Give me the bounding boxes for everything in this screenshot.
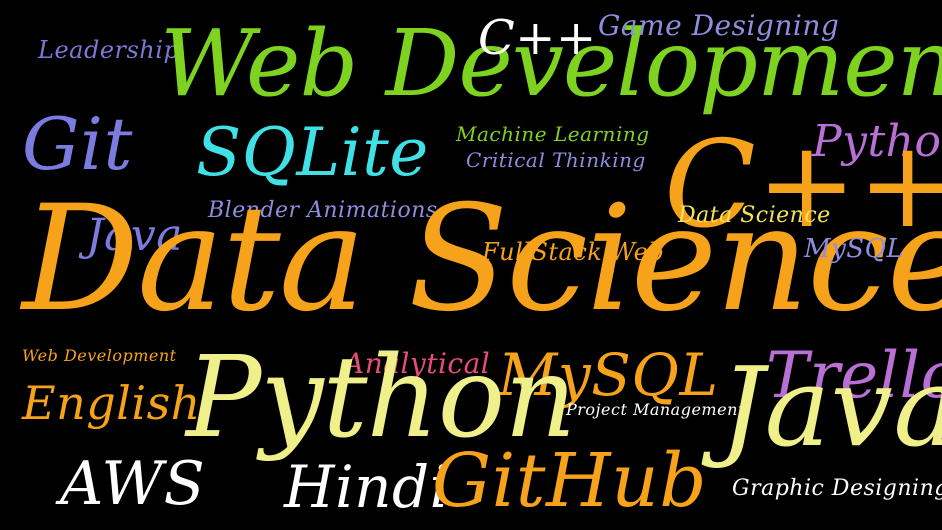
word-python-yellow: Python (186, 333, 576, 463)
word-leadership: Leadership (38, 36, 180, 64)
word-data-science-small: Data Science (678, 203, 831, 228)
word-analytical: Analytical (344, 347, 491, 380)
word-mysql-orange: MySQL (498, 341, 719, 409)
word-github: GitHub (432, 438, 708, 524)
word-mysql-small: MySQL (804, 234, 905, 264)
word-hindi: Hindi (284, 453, 449, 521)
word-graphic-designing: Graphic Designing (732, 476, 942, 501)
word-aws: AWS (60, 449, 206, 519)
word-web-development-large: Web Development (160, 10, 942, 117)
word-blender-animations: Blender Animations (208, 198, 438, 223)
word-english: English (22, 376, 201, 430)
word-fullstack-web: FullStack Web (482, 238, 665, 266)
word-trello: Trello (766, 339, 942, 413)
word-java-large: Java (720, 343, 942, 471)
word-critical-thinking: Critical Thinking (466, 148, 646, 172)
word-game-designing: Game Designing (598, 9, 840, 42)
word-cpp-orange: C++ (664, 116, 942, 255)
word-git: Git (22, 102, 133, 186)
word-java-left: Java (86, 210, 183, 261)
word-project-management: Project Management (566, 400, 745, 419)
word-cpp-white: C++ (478, 10, 597, 66)
word-machine-learning: Machine Learning (456, 122, 650, 146)
word-python-purple: Python (812, 116, 942, 167)
word-data-science-large: Data Science (22, 174, 942, 344)
word-sqlite: SQLite (196, 114, 429, 191)
word-web-development-small: Web Development (22, 346, 177, 365)
